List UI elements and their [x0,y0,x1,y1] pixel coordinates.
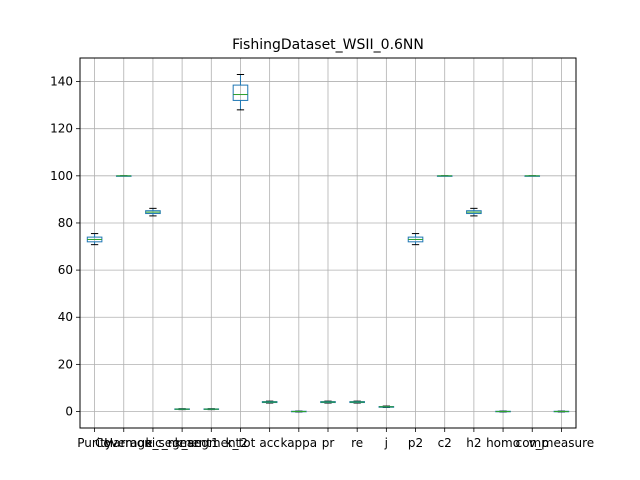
y-tick-label: 120 [50,122,73,136]
x-tick-label: Coverage [95,436,153,450]
y-axis: 0 20 40 60 80 100 120 140 [50,75,80,419]
y-tick-label: 60 [58,263,73,277]
x-tick-label: comp [516,436,549,450]
x-axis: PurityCoverageHarmonic_meank_segment1k_s… [77,428,594,450]
grid-lines [80,58,576,428]
box-series [86,73,570,413]
x-tick-label: kappa [280,436,317,450]
x-tick-label: Harmonic_mean [104,436,202,450]
y-tick-label: 80 [58,216,73,230]
x-tick-label: c2 [438,436,452,450]
x-tick-label: homo [486,436,520,450]
x-tick-label: k_segment1 [146,436,219,450]
box-iqr [232,84,249,101]
chart-title: FishingDataset_WSII_0.6NN [232,37,424,53]
x-tick-label: re [351,436,363,450]
x-tick-label: p2 [408,436,423,450]
x-tick-label: Purity [77,436,112,450]
x-tick-label: h2 [466,436,481,450]
y-tick-label: 140 [50,75,73,89]
x-tick-label: k_segment2 [175,436,248,450]
y-tick-label: 100 [50,169,73,183]
y-tick-label: 20 [58,357,73,371]
y-tick-label: 40 [58,310,73,324]
y-tick-label: 0 [65,405,73,419]
x-tick-label: v_measure [529,436,594,450]
x-tick-label: j [384,436,388,450]
x-tick-label: k_tot [226,436,256,450]
x-tick-label: pr [322,436,335,450]
x-tick-label: acc [259,436,280,450]
